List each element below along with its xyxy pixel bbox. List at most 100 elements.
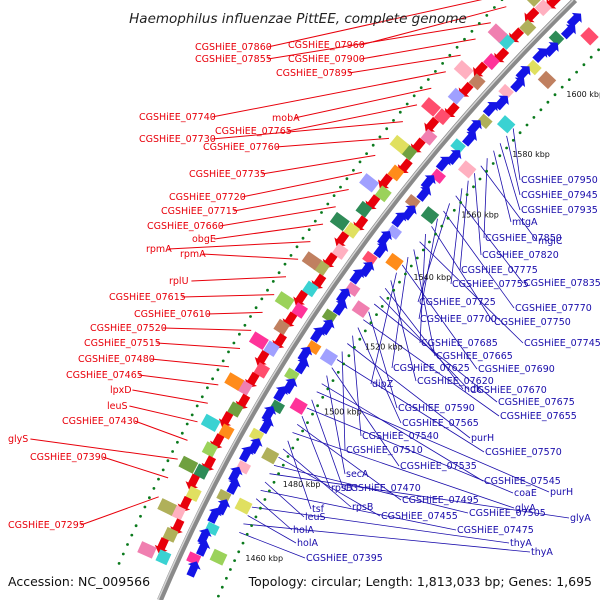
tick-mark — [446, 216, 450, 220]
right-label-connector — [311, 399, 344, 489]
tick-mark — [134, 524, 138, 528]
tick-mark — [491, 162, 495, 165]
right-label-connector — [247, 515, 297, 544]
tick-mark — [478, 177, 482, 181]
gene-feature-block — [261, 447, 280, 465]
tick-mark — [546, 100, 550, 104]
tick-mark — [241, 541, 245, 545]
right-label-connector — [455, 195, 524, 284]
right-label-connector — [379, 295, 470, 391]
forward-gene-arrow — [546, 0, 562, 9]
left-label-connector — [267, 0, 483, 48]
reverse-gene-arrow — [466, 120, 482, 135]
tick-mark — [452, 208, 456, 212]
right-label-connector — [443, 210, 515, 309]
gene-feature-block — [269, 399, 286, 415]
reverse-gene-arrow — [259, 418, 274, 435]
reverse-gene-arrow — [336, 288, 351, 304]
gene-label-left: CGSHiEE_07860 — [195, 42, 272, 53]
tick-mark — [385, 127, 389, 131]
gene-label-left: CGSHiEE_07740 — [139, 112, 216, 123]
right-label-connector — [373, 303, 498, 403]
gene-feature-block — [387, 164, 405, 182]
tick-mark — [465, 193, 469, 197]
gene-label-left: CGSHiEE_07480 — [78, 354, 155, 365]
left-label-connector — [206, 311, 263, 315]
tick-mark — [441, 62, 444, 65]
tick-mark — [139, 514, 142, 518]
right-label-connector — [493, 150, 512, 223]
right-label-connector — [292, 432, 515, 509]
gene-label-right: CGSHiEE_07775 — [461, 265, 538, 276]
genome-summary-text: Topology: circular; Length: 1,813,033 bp… — [248, 574, 592, 589]
right-label-connector — [296, 423, 402, 501]
gene-label-right: CGSHiEE_07835 — [524, 278, 600, 289]
right-label-connector — [413, 249, 436, 357]
gene-label-right: glyA — [515, 503, 536, 514]
right-label-connector — [326, 375, 346, 475]
gene-feature-block — [193, 463, 210, 480]
tick-mark — [313, 219, 317, 223]
reverse-gene-arrow — [373, 243, 389, 259]
gene-feature-block — [468, 73, 486, 91]
tick-mark — [358, 160, 362, 164]
tick-mark — [211, 377, 215, 381]
tick-mark — [434, 232, 437, 236]
gene-feature-block — [185, 485, 202, 502]
right-label-connector — [391, 257, 409, 369]
left-label-connector — [138, 374, 219, 386]
tick-mark — [185, 422, 189, 426]
forward-gene-arrow — [444, 102, 460, 118]
gene-label-left: CGSHiEE_07520 — [90, 323, 167, 334]
tick-mark — [405, 102, 409, 106]
tick-mark — [220, 585, 224, 589]
left-label-connector — [287, 104, 418, 132]
tick-mark — [152, 487, 156, 490]
gene-label-right: CGSHiEE_07725 — [419, 297, 496, 308]
tick-mark — [589, 55, 593, 59]
gene-feature-block — [289, 397, 308, 415]
reverse-gene-arrow — [566, 12, 582, 28]
left-label-connector — [191, 276, 287, 282]
gene-label-right: CGSHiEE_07535 — [400, 461, 477, 472]
right-label-connector — [352, 335, 362, 437]
tick-mark — [307, 228, 311, 232]
tick-mark — [117, 562, 121, 565]
right-label-connector — [282, 448, 352, 508]
tick-mark — [448, 53, 452, 57]
tick-mark — [221, 359, 225, 363]
gene-label-right: CGSHiEE_07700 — [420, 314, 497, 325]
tick-mark — [271, 280, 275, 283]
gene-label-right: CGSHiEE_07655 — [500, 411, 577, 422]
tick-mark — [161, 468, 165, 472]
tick-mark — [369, 321, 373, 325]
right-label-connector — [384, 288, 464, 390]
forward-gene-arrow — [378, 173, 393, 189]
right-label-connector — [273, 465, 469, 514]
tick-mark — [254, 306, 258, 310]
gene-feature-block — [201, 441, 219, 458]
left-label-connector — [80, 496, 159, 526]
gene-label-left: rplU — [169, 276, 189, 287]
right-label-connector — [269, 473, 570, 519]
reverse-gene-arrow — [273, 386, 288, 403]
tick-mark — [500, 0, 504, 2]
reverse-gene-arrow — [391, 212, 407, 228]
tick-mark — [339, 185, 342, 189]
reverse-gene-arrow — [282, 378, 298, 395]
gene-label-right: rpsB — [352, 502, 373, 513]
forward-gene-arrow — [397, 158, 413, 174]
gene-label-left: CGSHiEE_07735 — [189, 169, 266, 180]
forward-gene-arrow — [524, 7, 540, 23]
right-label-connector — [450, 188, 463, 285]
gene-feature-block — [284, 367, 300, 383]
reverse-gene-arrow — [493, 95, 509, 111]
left-label-connector — [348, 54, 461, 74]
left-label-connector — [211, 121, 403, 140]
right-label-connector — [255, 498, 293, 531]
reverse-gene-arrow — [297, 346, 313, 363]
reverse-gene-arrow — [186, 561, 201, 578]
left-label-connector — [360, 6, 507, 46]
